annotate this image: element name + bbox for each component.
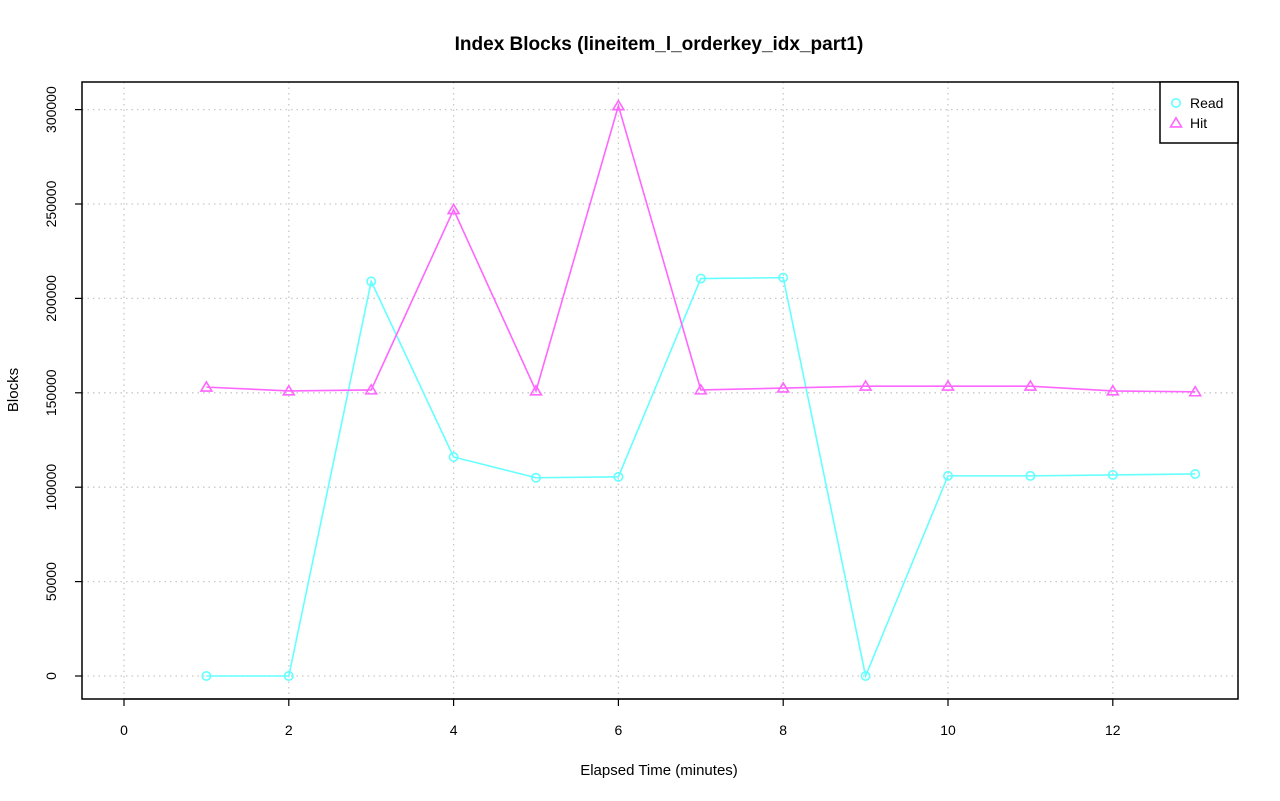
legend-marker-hit: [1169, 116, 1183, 128]
legend-box: [1159, 81, 1239, 144]
y-tick-label: 250000: [43, 180, 59, 227]
x-tick-label: 12: [1105, 722, 1121, 738]
series-line-read: [206, 276, 1196, 679]
x-tick-label: 10: [940, 722, 956, 738]
x-tick-label: 6: [615, 722, 623, 738]
y-axis-label: Blocks: [5, 368, 22, 412]
y-axis: 0 50000 100000 150000 200000 250000 300000: [43, 86, 82, 680]
legend-marker-read: [1171, 98, 1182, 109]
data-point-hit: [281, 384, 296, 396]
y-tick-label: 200000: [43, 275, 59, 322]
series-hit: [199, 99, 1203, 397]
y-tick-label: 150000: [43, 369, 59, 416]
x-tick-label: 4: [450, 722, 458, 738]
grid-layer: [82, 82, 1238, 699]
data-point-read: [942, 470, 953, 481]
data-point-read: [448, 451, 459, 462]
data-point-read: [860, 670, 871, 681]
series-layer: [199, 99, 1203, 681]
data-point-hit: [364, 383, 379, 395]
data-point-hit: [941, 379, 955, 391]
x-tick-label: 2: [285, 722, 293, 738]
data-point-read: [530, 472, 541, 483]
x-axis: 0 2 4 6 8 10 12: [120, 698, 1121, 738]
plot-frame: [81, 81, 1239, 700]
legend-label-read: Read: [1190, 95, 1223, 111]
x-axis-label: Elapsed Time (minutes): [580, 762, 738, 779]
data-point-hit: [693, 383, 708, 395]
data-point-hit: [529, 384, 543, 396]
data-point-read: [1025, 470, 1036, 481]
x-tick-label: 0: [120, 722, 128, 738]
data-point-read: [1107, 469, 1118, 480]
series-read: [201, 272, 1201, 681]
y-tick-label: 0: [43, 672, 59, 680]
data-point-hit: [776, 381, 791, 393]
data-point-read: [1190, 468, 1201, 479]
data-point-hit: [199, 380, 214, 392]
data-point-read: [366, 276, 377, 287]
data-point-hit: [1105, 384, 1120, 396]
data-point-hit: [1023, 379, 1038, 391]
series-line-hit: [206, 102, 1196, 394]
data-point-read: [283, 670, 294, 681]
data-point-read: [613, 471, 624, 482]
legend: Read Hit: [1159, 81, 1239, 144]
y-tick-label: 100000: [43, 464, 59, 511]
data-point-hit: [858, 379, 873, 391]
legend-label-hit: Hit: [1190, 115, 1207, 131]
data-point-read: [695, 273, 706, 284]
data-point-read: [778, 272, 789, 283]
y-tick-label: 300000: [43, 86, 59, 133]
data-point-hit: [611, 99, 626, 111]
data-point-read: [201, 670, 212, 681]
chart-title: Index Blocks (lineitem_l_orderkey_idx_pa…: [455, 34, 864, 55]
y-tick-label: 50000: [43, 562, 59, 601]
x-tick-label: 8: [779, 722, 787, 738]
data-point-hit: [446, 202, 461, 215]
data-point-hit: [1188, 385, 1203, 397]
